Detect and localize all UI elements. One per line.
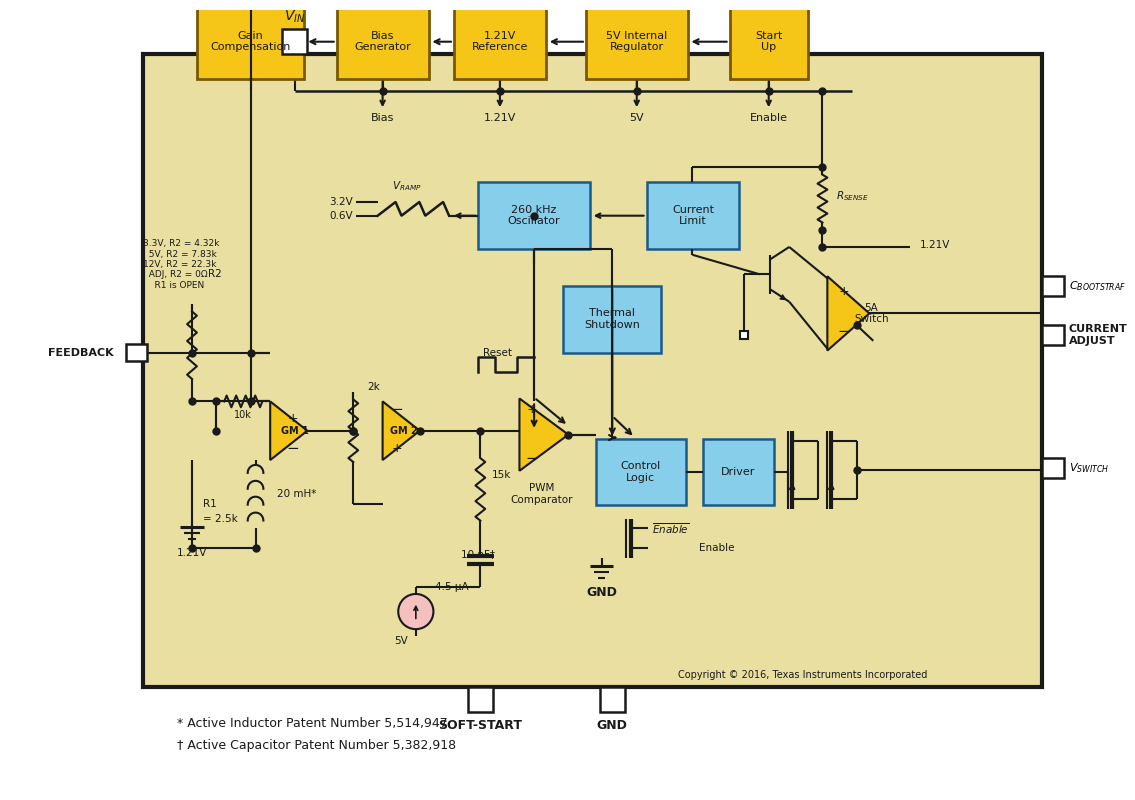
Text: † Active Capacitor Patent Number 5,382,918: † Active Capacitor Patent Number 5,382,9… xyxy=(177,739,456,752)
Text: −: − xyxy=(838,323,850,338)
Text: 2k: 2k xyxy=(367,382,380,392)
Bar xyxy=(126,344,148,362)
Text: Start
Up: Start Up xyxy=(755,31,782,53)
Text: Enable: Enable xyxy=(699,543,734,553)
Text: $V_{IN}$: $V_{IN}$ xyxy=(284,9,305,26)
Text: 3.3V, R2 = 4.32k
  5V, R2 = 7.83k
12V, R2 = 22.3k
  ADJ, R2 = 0Ω
    R1 is OPEN: 3.3V, R2 = 4.32k 5V, R2 = 7.83k 12V, R2 … xyxy=(143,239,219,290)
Bar xyxy=(586,5,688,79)
Text: 5V Internal
Regulator: 5V Internal Regulator xyxy=(606,31,667,53)
Bar xyxy=(478,182,590,249)
Bar xyxy=(563,286,662,353)
Circle shape xyxy=(398,594,434,629)
Text: GM 2: GM 2 xyxy=(390,426,418,436)
Bar xyxy=(143,54,1042,687)
Text: GND: GND xyxy=(597,719,628,733)
Text: $R_{SENSE}$: $R_{SENSE}$ xyxy=(836,190,869,203)
Text: R2: R2 xyxy=(208,270,221,279)
Text: FEEDBACK: FEEDBACK xyxy=(48,347,114,358)
Polygon shape xyxy=(382,402,420,460)
Text: CURRENT
ADJUST: CURRENT ADJUST xyxy=(1069,324,1127,346)
Bar xyxy=(740,331,748,339)
Text: $V_{RAMP}$: $V_{RAMP}$ xyxy=(393,179,422,194)
Bar xyxy=(1042,325,1063,345)
Text: * Active Inductor Patent Number 5,514,947: * Active Inductor Patent Number 5,514,94… xyxy=(177,718,448,730)
Polygon shape xyxy=(827,276,869,350)
Text: Thermal
Shutdown: Thermal Shutdown xyxy=(585,309,640,330)
Text: 10k: 10k xyxy=(234,410,252,420)
Text: 5A
Switch: 5A Switch xyxy=(854,302,889,324)
Bar xyxy=(1042,458,1063,478)
Text: −: − xyxy=(526,450,538,466)
Text: 1.21V: 1.21V xyxy=(484,113,516,123)
Text: 10 nF†: 10 nF† xyxy=(461,549,495,559)
Text: +: + xyxy=(839,286,849,298)
Text: 0.6V: 0.6V xyxy=(329,210,353,221)
Text: +: + xyxy=(287,413,299,426)
Text: GND: GND xyxy=(586,586,617,598)
Text: Reset: Reset xyxy=(484,347,512,358)
Polygon shape xyxy=(520,398,569,471)
Text: SOFT-START: SOFT-START xyxy=(438,719,522,733)
Text: 5V: 5V xyxy=(630,113,644,123)
Bar xyxy=(596,438,686,505)
Text: +: + xyxy=(527,402,538,416)
Polygon shape xyxy=(270,402,308,460)
Text: 1.21V
Reference: 1.21V Reference xyxy=(472,31,528,53)
Text: $V_{SWITCH}$: $V_{SWITCH}$ xyxy=(1069,461,1109,474)
Text: Bias: Bias xyxy=(371,113,394,123)
Text: = 2.5k: = 2.5k xyxy=(203,514,237,524)
Bar xyxy=(337,5,429,79)
Text: 20 mH*: 20 mH* xyxy=(277,490,317,499)
Text: 1.21V: 1.21V xyxy=(177,548,208,558)
Text: +: + xyxy=(392,442,403,455)
Text: Control
Logic: Control Logic xyxy=(621,461,661,482)
Text: −: − xyxy=(390,402,404,417)
Text: GM 1: GM 1 xyxy=(280,426,309,436)
Text: Bias
Generator: Bias Generator xyxy=(354,31,411,53)
Bar xyxy=(599,687,625,712)
Text: $C_{BOOTSTRAF}$: $C_{BOOTSTRAF}$ xyxy=(1069,279,1126,293)
Bar xyxy=(281,29,308,54)
Text: 4.5 μA: 4.5 μA xyxy=(436,582,469,592)
Text: R1: R1 xyxy=(203,499,217,509)
Text: 1.21V: 1.21V xyxy=(920,240,951,250)
Bar xyxy=(730,5,808,79)
Text: Current
Limit: Current Limit xyxy=(672,205,714,226)
Text: 3.2V: 3.2V xyxy=(329,197,353,207)
Text: PWM
Comparator: PWM Comparator xyxy=(511,483,573,505)
Bar xyxy=(468,687,493,712)
Bar xyxy=(454,5,546,79)
Bar xyxy=(196,5,304,79)
Text: 260 kHz
Oscillator: 260 kHz Oscillator xyxy=(507,205,561,226)
Text: Gain
Compensation: Gain Compensation xyxy=(210,31,291,53)
Text: Driver: Driver xyxy=(721,466,756,477)
Text: $\overline{Enable}$: $\overline{Enable}$ xyxy=(653,521,690,536)
Text: 5V: 5V xyxy=(394,636,407,646)
Text: −: − xyxy=(286,441,299,456)
Bar xyxy=(647,182,739,249)
Text: Enable: Enable xyxy=(750,113,788,123)
Text: 15k: 15k xyxy=(493,470,512,480)
Text: Copyright © 2016, Texas Instruments Incorporated: Copyright © 2016, Texas Instruments Inco… xyxy=(679,670,927,680)
Bar xyxy=(1042,276,1063,296)
Bar xyxy=(704,438,774,505)
